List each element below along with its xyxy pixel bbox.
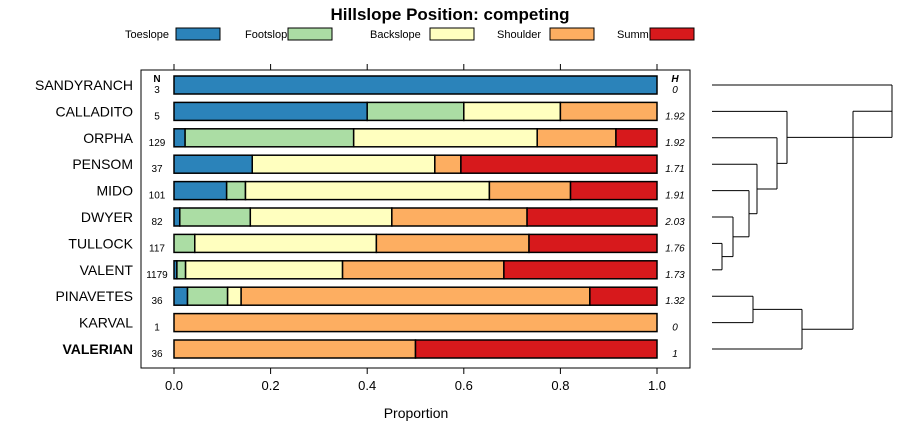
bar-valent-footslope	[176, 260, 187, 280]
row-label-orpha: ORPHA	[83, 130, 133, 146]
h-value-tullock: 1.76	[665, 243, 685, 254]
bar-orpha-shoulder	[536, 128, 617, 148]
bar-pinavetes-footslope	[186, 286, 229, 306]
legend-label-footslope: Footslope	[245, 29, 293, 41]
h-value-pinavetes: 1.32	[665, 296, 685, 307]
n-header: N	[153, 74, 160, 85]
bar-calladito-shoulder	[559, 101, 658, 122]
row-label-tullock: TULLOCK	[68, 235, 133, 251]
x-tick-label-2: 0.4	[358, 378, 376, 393]
h-value-calladito: 1.92	[665, 111, 685, 122]
legend-label-toeslope: Toeslope	[125, 29, 169, 41]
legend-swatch-toeslope	[175, 27, 221, 41]
legend-label-shoulder: Shoulder	[497, 29, 541, 41]
bar-dwyer-shoulder	[391, 207, 528, 227]
bar-pinavetes-summit	[589, 286, 658, 306]
n-value-valerian: 36	[151, 349, 163, 360]
bar-dwyer-backslope	[249, 207, 393, 227]
row-label-valent: VALENT	[80, 262, 134, 278]
x-tick-label-5: 1.0	[648, 378, 666, 393]
bar-orpha-toeslope	[173, 128, 186, 148]
bar-tullock-shoulder	[375, 233, 530, 254]
bar-pensom-summit	[460, 154, 658, 174]
legend-label-backslope: Backslope	[370, 29, 421, 41]
row-label-karval: KARVAL	[79, 315, 133, 331]
bar-dwyer-summit	[526, 207, 658, 227]
bar-dwyer-toeslope	[173, 207, 181, 227]
bar-mido-footslope	[225, 180, 247, 201]
bar-calladito-backslope	[463, 101, 562, 122]
n-value-pensom: 37	[151, 164, 163, 175]
bar-pinavetes-backslope	[226, 286, 242, 306]
bar-valerian-summit	[414, 339, 658, 359]
bar-karval-shoulder	[173, 312, 658, 333]
x-tick-label-0: 0.0	[165, 378, 183, 393]
bar-mido-shoulder	[488, 180, 572, 201]
row-label-valerian: VALERIAN	[62, 341, 133, 357]
bar-valent-shoulder	[341, 260, 505, 280]
h-value-dwyer: 2.03	[664, 217, 685, 228]
bar-rows: SANDYRANCH 3 0 CALLADITO 5 1.92 ORPHA 129 1.92 PE…	[35, 75, 685, 360]
h-value-valent: 1.73	[665, 270, 685, 281]
bar-valent-summit	[503, 260, 658, 280]
bar-calladito-toeslope	[173, 101, 368, 122]
bar-mido-toeslope	[173, 180, 228, 201]
row-label-pensom: PENSOM	[72, 156, 133, 172]
n-value-valent: 1179	[146, 270, 168, 281]
legend-label-summit: Summit	[617, 29, 654, 41]
x-axis-label: Proportion	[384, 405, 449, 421]
h-value-orpha: 1.92	[665, 138, 685, 149]
n-value-sandyranch: 3	[154, 85, 160, 96]
n-value-mido: 101	[149, 191, 166, 202]
bar-orpha-footslope	[184, 128, 355, 148]
row-label-calladito: CALLADITO	[55, 103, 133, 119]
bar-calladito-footslope	[366, 101, 465, 122]
bar-sandyranch-toeslope	[173, 75, 658, 95]
n-value-orpha: 129	[149, 138, 166, 149]
bar-pinavetes-shoulder	[240, 286, 591, 306]
legend-swatch-summit	[649, 27, 695, 41]
h-value-mido: 1.91	[665, 191, 684, 202]
bar-tullock-summit	[528, 233, 658, 254]
x-tick-label-3: 0.6	[455, 378, 473, 393]
legend-swatch-footslope	[287, 27, 333, 41]
row-label-dwyer: DWYER	[81, 209, 133, 225]
h-value-karval: 0	[672, 323, 678, 334]
x-tick-label-1: 0.2	[262, 378, 280, 393]
n-value-karval: 1	[154, 323, 160, 334]
row-label-sandyranch: SANDYRANCH	[35, 77, 133, 93]
bar-tullock-footslope	[173, 233, 196, 254]
row-label-mido: MIDO	[96, 183, 133, 199]
bar-orpha-summit	[615, 128, 658, 148]
h-value-pensom: 1.71	[665, 164, 684, 175]
x-tick-label-4: 0.8	[551, 378, 569, 393]
h-value-sandyranch: 0	[672, 85, 678, 96]
bar-tullock-backslope	[194, 233, 378, 254]
row-label-pinavetes: PINAVETES	[55, 288, 133, 304]
n-value-pinavetes: 36	[151, 296, 163, 307]
bar-orpha-backslope	[352, 128, 538, 148]
bar-pensom-shoulder	[434, 154, 462, 174]
legend-swatch-backslope	[429, 27, 475, 41]
dendrogram	[712, 84, 893, 350]
bar-mido-summit	[569, 180, 658, 201]
legend-swatch-shoulder	[549, 27, 595, 41]
h-header: H	[671, 74, 679, 85]
bar-pensom-toeslope	[173, 154, 253, 174]
n-value-calladito: 5	[154, 111, 160, 122]
bar-pinavetes-toeslope	[173, 286, 189, 306]
legend: Toeslope Footslope Backslope Shoulder Summit	[125, 27, 695, 41]
chart-title: Hillslope Position: competing	[331, 5, 570, 24]
plot-frame	[140, 69, 691, 369]
n-value-dwyer: 82	[151, 217, 163, 228]
x-axis: 0.0 0.2 0.4 0.6 0.8 1.0	[165, 64, 666, 393]
n-value-tullock: 117	[149, 243, 165, 254]
h-value-valerian: 1	[672, 349, 678, 360]
bar-dwyer-footslope	[179, 207, 252, 227]
bar-valent-backslope	[184, 260, 344, 280]
bar-valerian-shoulder	[173, 339, 417, 359]
bar-pensom-backslope	[251, 154, 436, 174]
bar-mido-backslope	[244, 180, 491, 201]
